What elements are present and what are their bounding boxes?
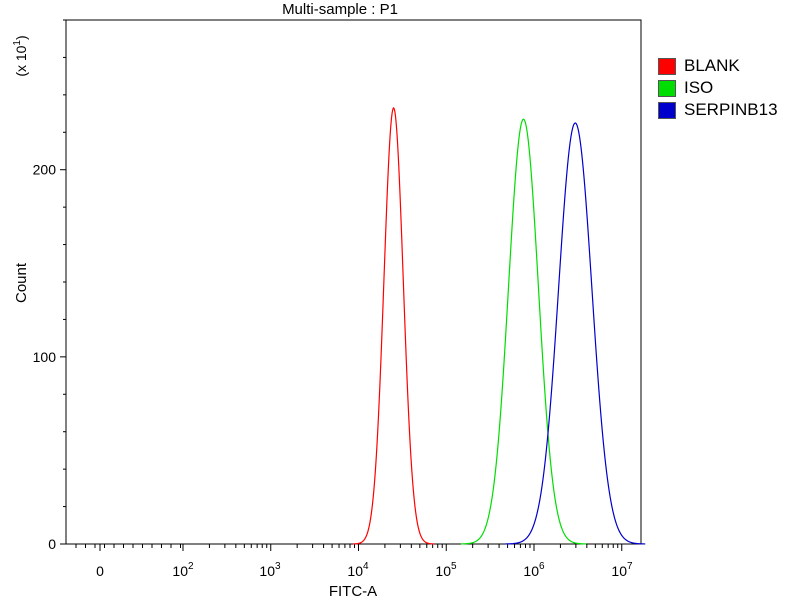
x-tick-label: 107 xyxy=(611,561,633,579)
y-multiplier-label: (x 101) xyxy=(12,35,29,76)
y-tick-label: 200 xyxy=(33,162,57,178)
legend-item-iso: ISO xyxy=(658,78,778,98)
y-tick-label: 100 xyxy=(33,349,57,365)
x-tick-label: 102 xyxy=(172,561,194,579)
x-axis-ticks: 0 102 103 104 105 106 107 xyxy=(75,544,633,579)
legend-swatch-blank xyxy=(658,57,676,75)
x-tick-label: 104 xyxy=(347,561,369,579)
x-tick-label: 106 xyxy=(523,561,545,579)
legend-label-serpinb13: SERPINB13 xyxy=(684,100,778,119)
plot-frame xyxy=(65,19,642,545)
y-axis-label: Count xyxy=(13,262,30,303)
series-line-iso xyxy=(460,118,587,545)
x-tick-label: 103 xyxy=(259,561,281,579)
legend-item-blank: BLANK xyxy=(658,56,778,76)
legend-label-iso: ISO xyxy=(684,78,714,97)
y-tick-label: 0 xyxy=(48,536,56,552)
legend-label-blank: BLANK xyxy=(684,56,740,75)
y-axis-ticks: 0 100 200 xyxy=(33,19,66,552)
series-line-serpinb13 xyxy=(505,122,646,545)
series-line-blank xyxy=(353,107,435,545)
legend-swatch-serpinb13 xyxy=(658,101,676,119)
x-axis-label: FITC-A xyxy=(329,583,377,600)
x-tick-label: 105 xyxy=(435,561,457,579)
x-tick-label: 0 xyxy=(96,563,104,579)
legend-item-serpinb13: SERPINB13 xyxy=(658,100,778,120)
histogram-series xyxy=(353,107,646,545)
chart-title: Multi-sample : P1 xyxy=(282,1,398,18)
legend: BLANK ISO SERPINB13 xyxy=(658,56,778,122)
legend-swatch-iso xyxy=(658,79,676,97)
